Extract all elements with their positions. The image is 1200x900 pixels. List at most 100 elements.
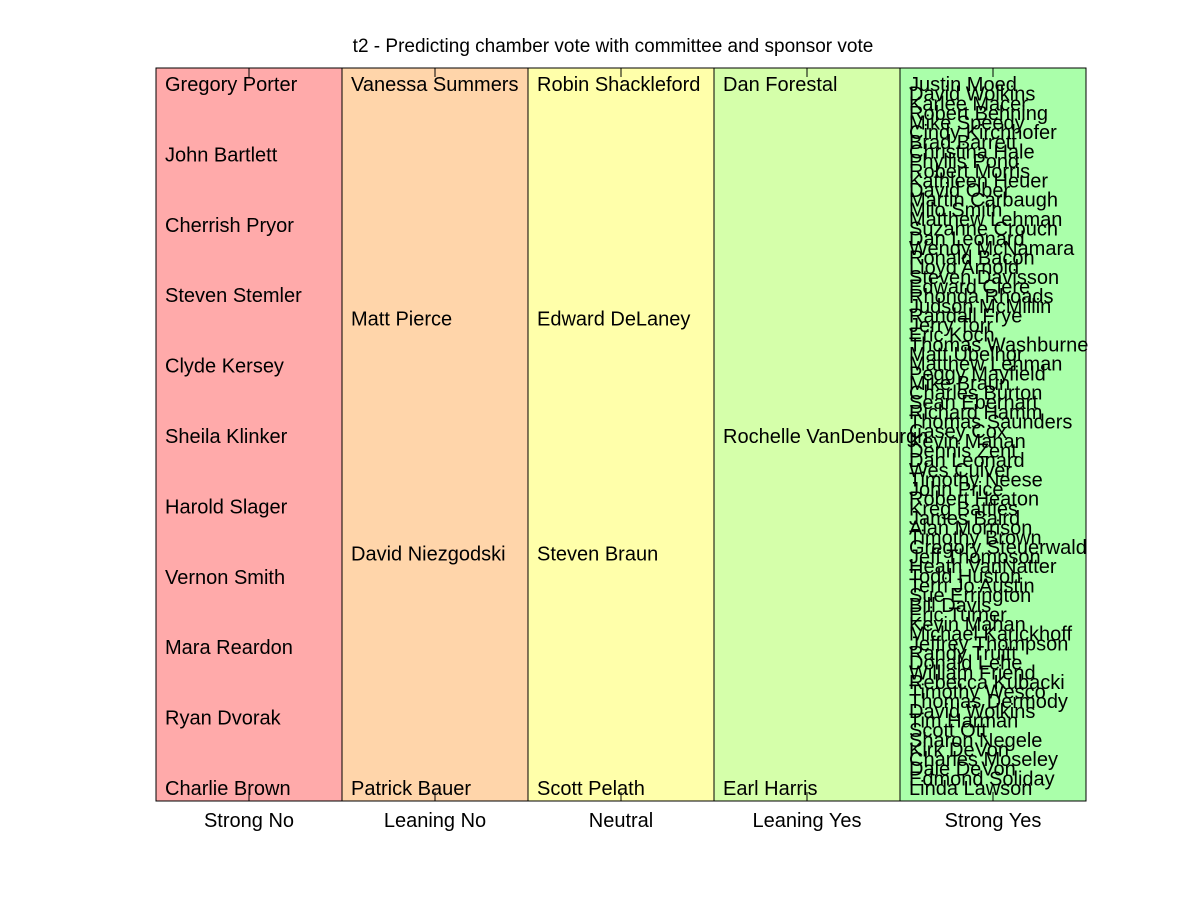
name-label: Patrick Bauer (351, 778, 471, 800)
name-label: Kevin Mahan (909, 431, 1026, 453)
name-label: Robert Morris (909, 161, 1030, 183)
name-label: Kathleen Heuer (909, 170, 1048, 192)
name-label: Randall Frye (909, 305, 1022, 327)
name-label: Jerry Torr (909, 315, 993, 337)
name-label: Sharon Negele (909, 730, 1042, 752)
name-label: James Baird (909, 508, 1020, 530)
name-label: Timothy Neese (909, 469, 1043, 491)
name-label: Vernon Smith (165, 567, 285, 589)
x-tick-label: Leaning No (384, 810, 486, 832)
x-ticks: Strong No Leaning No Neutral Leaning Yes Str… (204, 68, 1041, 832)
name-label: David Wolkins (909, 701, 1035, 723)
name-label: Gregory Steuerwald (909, 537, 1087, 559)
name-label: Lloyd Arnold (909, 257, 1019, 279)
name-label: Richard Hamm (909, 402, 1042, 424)
name-label: Casey Cox (909, 421, 1007, 443)
plot-frame (155, 67, 1087, 802)
name-label: Timothy Brown (909, 527, 1042, 549)
name-label: Wes Culver (909, 460, 1012, 482)
name-label: Donald Lehe (909, 653, 1022, 675)
name-label: Ronald Bacon (909, 248, 1035, 270)
name-label: Peggy Mayfield (909, 363, 1046, 385)
name-label: Ryan Dvorak (165, 708, 282, 730)
x-tick-label: Leaning Yes (752, 810, 861, 832)
name-label: Justin Moed (909, 74, 1017, 96)
name-labels: Gregory Porter John Bartlett Cherrish Pryo… (165, 74, 1088, 800)
name-label: Judson McMillin (909, 296, 1051, 318)
name-label: William Friend (909, 662, 1036, 684)
name-label: David Wolkins (909, 84, 1035, 106)
name-label: Mara Reardon (165, 637, 293, 659)
x-tick-label: Neutral (589, 810, 653, 832)
name-label: Michael Karickhoff (909, 624, 1072, 646)
name-label: Alan Morrison (909, 518, 1032, 540)
band-1 (341, 67, 529, 802)
name-label: Vanessa Summers (351, 74, 518, 96)
name-label: Harold Slager (165, 496, 288, 518)
name-label: Matthew Lehman (909, 209, 1062, 231)
name-label: Suzanne Crouch (909, 219, 1058, 241)
name-label: Robert Behning (909, 103, 1048, 125)
name-label: Sue Errington (909, 585, 1031, 607)
name-label: Milo Smith (909, 199, 1002, 221)
name-label: Mike Speedy (909, 113, 1025, 135)
name-label: Eric Turner (909, 604, 1007, 626)
name-label: Earl Harris (723, 778, 817, 800)
name-label: Christina Hale (909, 142, 1035, 164)
name-label: Sean Eberhart (909, 392, 1038, 414)
name-label: Steven Davisson (909, 267, 1059, 289)
name-label: Edward DeLaney (537, 309, 690, 331)
name-label: Matt Pierce (351, 309, 452, 331)
name-label: Randy Truitt (909, 643, 1017, 665)
name-label: Kreg Battles (909, 498, 1018, 520)
name-label: Steven Braun (537, 543, 658, 565)
name-label: Thomas Washburne (909, 334, 1088, 356)
name-label: John Bartlett (165, 144, 278, 166)
name-label: Dan Leonard (909, 450, 1025, 472)
name-label: Clyde Kersey (165, 356, 284, 378)
chart-title: t2 - Predicting chamber vote with commit… (353, 36, 874, 57)
name-label: Sheila Klinker (165, 426, 288, 448)
name-label: Jeffrey Thompson (909, 633, 1068, 655)
name-label: Wendy McNamara (909, 238, 1075, 260)
x-tick-label: Strong No (204, 810, 294, 832)
name-label: Matthew Lehman (909, 354, 1062, 376)
name-label: Dan Leonard (909, 228, 1025, 250)
name-label: Cherrish Pryor (165, 215, 294, 237)
name-label: Scott Ott (909, 720, 987, 742)
band-3 (713, 67, 901, 802)
name-label: Matt Ubelhor (909, 344, 1024, 366)
name-label: Timothy Wesco (909, 682, 1046, 704)
name-label: Charles Moseley (909, 749, 1058, 771)
name-label: Robert Heaton (909, 489, 1039, 511)
name-label: Jeff Thompson (909, 547, 1041, 569)
band-4 (899, 67, 1087, 802)
name-label: Tim Harman (909, 710, 1018, 732)
name-label: Dan Forestal (723, 74, 838, 96)
name-label: John Price (909, 479, 1004, 501)
name-label: Rochelle VanDenburgh (723, 426, 928, 448)
column-bands (155, 67, 1087, 802)
name-label: Edmond Soliday (909, 768, 1055, 790)
name-label: Linda Lawson (909, 778, 1032, 800)
name-label: Thomas Dermody (909, 691, 1068, 713)
x-tick-label: Strong Yes (945, 810, 1042, 832)
band-2 (527, 67, 715, 802)
name-label: Martin Carbaugh (909, 190, 1058, 212)
name-label: Cindy Kirchhofer (909, 122, 1057, 144)
name-label: Rhonda Rhoads (909, 286, 1054, 308)
name-label: Robin Shackleford (537, 74, 700, 96)
name-label: Charlie Brown (165, 778, 291, 800)
name-label: Kevin Mahan (909, 614, 1026, 636)
name-label: Thomas Saunders (909, 412, 1072, 434)
name-label: Bill Davis (909, 595, 991, 617)
name-label: Eric Koch (909, 325, 995, 347)
name-label: Steven Stemler (165, 285, 302, 307)
name-label: Rebecca Kubacki (909, 672, 1065, 694)
name-label: Mike Braun (909, 373, 1010, 395)
name-label: Karlee Macer (909, 93, 1028, 115)
name-label: Phyllis Pond (909, 151, 1019, 173)
name-label: Gregory Porter (165, 74, 298, 96)
band-0 (155, 67, 343, 802)
